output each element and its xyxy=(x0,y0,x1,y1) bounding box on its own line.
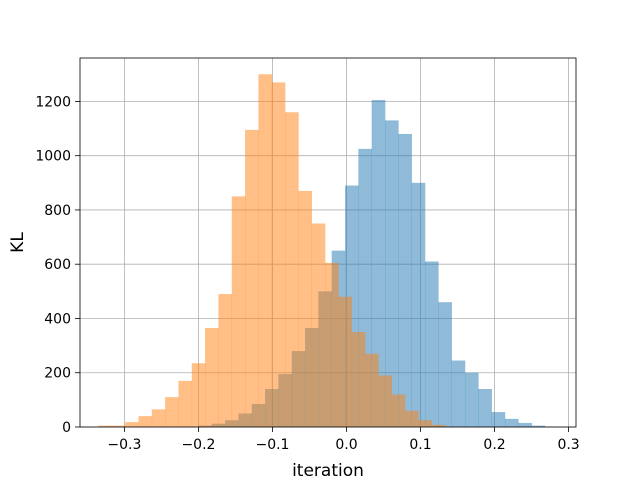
histogram-bar-series-1 xyxy=(438,302,452,427)
histogram-bar-series-1 xyxy=(411,182,426,427)
histogram-bar-series-2 xyxy=(431,424,446,427)
histogram-bar-series-2 xyxy=(311,223,326,427)
histogram-bar-series-2 xyxy=(271,82,286,427)
y-tick-label: 600 xyxy=(44,257,71,273)
histogram-bar-series-2 xyxy=(351,332,366,427)
histogram-bar-series-2 xyxy=(404,410,419,427)
histogram-bar-series-1 xyxy=(464,372,479,427)
x-tick-label: −0.3 xyxy=(107,437,141,453)
histogram-bar-series-1 xyxy=(385,120,399,427)
histogram-bar-series-2 xyxy=(178,380,193,427)
histogram-bar-series-2 xyxy=(258,74,273,427)
histogram-bar-series-1 xyxy=(398,133,412,427)
histogram-bar-series-2 xyxy=(98,425,113,427)
histogram-bar-series-2 xyxy=(191,363,206,427)
histogram-bar-series-1 xyxy=(518,422,532,427)
y-tick-label: 1200 xyxy=(35,94,71,110)
x-tick-label: 0.1 xyxy=(409,437,431,453)
histogram-bar-series-2 xyxy=(231,196,246,427)
histogram-bar-series-1 xyxy=(424,261,439,427)
y-tick-label: 400 xyxy=(44,311,71,327)
y-tick-label: 800 xyxy=(44,203,71,219)
y-tick-label: 200 xyxy=(44,366,71,382)
histogram-bar-series-2 xyxy=(365,353,379,427)
histogram-bar-series-2 xyxy=(418,420,432,427)
histogram-bar-series-2 xyxy=(245,129,259,427)
x-tick-label: −0.2 xyxy=(181,437,215,453)
y-tick-label: 0 xyxy=(62,420,71,436)
histogram-bar-series-2 xyxy=(125,422,139,427)
tick-marks xyxy=(75,101,569,432)
histogram-bar-series-2 xyxy=(205,327,219,427)
histogram-bar-series-2 xyxy=(138,416,153,427)
y-tick-labels: 0 200 400 600 800 1000 1200 xyxy=(35,94,71,436)
y-tick-label: 1000 xyxy=(35,149,71,165)
x-tick-labels: −0.3 −0.2 −0.1 0.0 0.1 0.2 0.3 xyxy=(107,437,579,453)
histogram-bars xyxy=(98,74,546,428)
histogram-bar-series-2 xyxy=(338,296,352,427)
histogram-bar-series-2 xyxy=(165,397,179,427)
histogram-bar-series-1 xyxy=(371,100,386,427)
x-tick-label: −0.1 xyxy=(255,437,289,453)
histogram-bar-series-2 xyxy=(218,294,233,427)
histogram-bar-series-2 xyxy=(151,409,166,427)
histogram-bar-series-1 xyxy=(504,418,519,427)
histogram-bar-series-2 xyxy=(298,190,313,427)
histogram-bar-series-1 xyxy=(491,412,506,427)
histogram-bar-series-2 xyxy=(111,425,126,427)
histogram-bar-series-1 xyxy=(478,389,492,427)
histogram-bar-series-2 xyxy=(285,112,299,427)
y-axis-label: KL xyxy=(8,232,28,253)
histogram-bar-series-2 xyxy=(378,375,392,427)
histogram-bar-series-2 xyxy=(325,262,339,427)
histogram-bar-series-1 xyxy=(451,360,466,427)
histogram-bar-series-1 xyxy=(531,425,546,427)
histogram-bar-series-2 xyxy=(391,394,406,427)
x-tick-label: 0.3 xyxy=(557,437,579,453)
plot-frame xyxy=(79,57,577,428)
x-axis-label: iteration xyxy=(292,461,364,480)
x-tick-label: 0.0 xyxy=(335,437,357,453)
x-tick-label: 0.2 xyxy=(483,437,505,453)
